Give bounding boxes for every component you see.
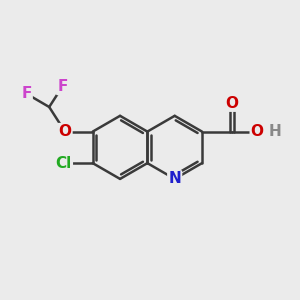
Text: O: O bbox=[226, 96, 238, 111]
Text: N: N bbox=[168, 171, 181, 186]
Text: Cl: Cl bbox=[56, 156, 72, 171]
Text: H: H bbox=[268, 124, 281, 139]
Text: O: O bbox=[251, 124, 264, 139]
Text: O: O bbox=[58, 124, 71, 139]
Text: F: F bbox=[21, 86, 32, 101]
Text: F: F bbox=[57, 79, 68, 94]
